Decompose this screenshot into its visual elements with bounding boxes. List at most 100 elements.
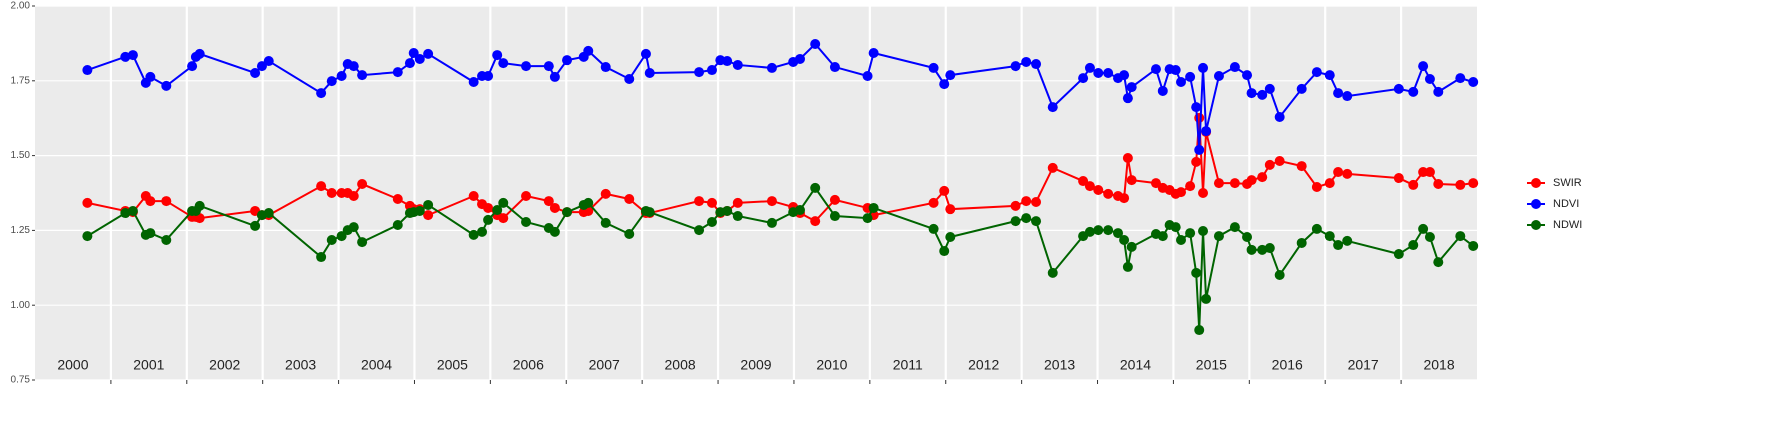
data-point [1333,240,1344,251]
data-point [1257,244,1268,255]
data-point [1408,240,1419,251]
data-point [392,193,403,204]
data-point [600,217,611,228]
x-tick-label: 2014 [1120,357,1151,373]
data-point [187,61,198,72]
data-point [644,68,655,79]
data-point [1031,196,1042,207]
data-point [1264,243,1275,254]
data-point [1176,76,1187,87]
legend-label: SWIR [1553,177,1582,189]
data-point [1150,64,1161,75]
data-point [1010,200,1021,211]
legend-label: NDVI [1553,198,1579,210]
x-tick-label: 2012 [968,357,999,373]
data-point [1084,62,1095,73]
x-tick-label: 2005 [437,357,468,373]
data-point [1324,231,1335,242]
data-point [1126,241,1137,252]
data-point [1191,102,1202,113]
data-point [161,234,172,245]
data-point [722,205,733,216]
data-point [1093,68,1104,79]
data-point [1213,231,1224,242]
data-point [549,226,560,237]
data-point [1418,61,1429,72]
x-tick-label: 2010 [816,357,847,373]
data-point [939,79,950,90]
data-point [1198,188,1209,198]
x-tick-label: 2015 [1196,357,1227,373]
data-point [1021,213,1032,224]
data-point [145,228,156,239]
data-point [562,55,573,66]
y-tick-label: 1.00 [11,300,31,311]
data-point [82,197,93,208]
x-tick-label: 2017 [1348,357,1379,373]
data-point [357,179,368,190]
data-point [1264,159,1275,170]
data-point [1311,223,1322,234]
data-point [706,217,717,228]
data-point [82,231,93,242]
data-point [1242,231,1253,242]
data-point [1424,74,1435,85]
data-point [829,211,840,222]
data-point [145,71,156,82]
data-point [732,197,743,208]
data-point [549,71,560,82]
data-point [640,48,651,59]
legend-key [1531,178,1541,188]
data-point [722,56,733,67]
data-point [862,213,873,224]
data-point [1333,167,1344,178]
x-tick-label: 2018 [1423,357,1454,373]
data-point [939,246,950,257]
data-point [521,190,532,201]
data-point [357,237,368,248]
data-point [1119,234,1130,245]
data-point [1185,181,1196,192]
x-tick-label: 2003 [285,357,316,373]
data-point [1408,86,1419,97]
data-point [939,185,950,196]
data-point [1194,325,1205,336]
data-point [1393,83,1404,94]
data-point [1047,102,1058,113]
data-point [928,62,939,73]
data-point [1176,187,1187,198]
data-point [468,76,479,87]
data-point [316,88,327,99]
data-point [1424,231,1435,242]
data-point [414,205,425,216]
data-point [624,74,635,85]
data-point [194,48,205,59]
data-point [1126,175,1137,186]
data-point [483,202,494,213]
data-point [1213,71,1224,82]
data-point [468,190,479,201]
x-tick-label: 2004 [361,357,392,373]
data-point [795,205,806,216]
data-point [766,62,777,73]
y-tick-label: 2.00 [11,1,31,12]
data-point [1201,126,1212,137]
x-tick-label: 2008 [665,357,696,373]
x-tick-label: 2002 [209,357,240,373]
data-point [795,53,806,64]
data-point [1122,93,1133,104]
data-point [1311,67,1322,78]
data-point [1408,179,1419,190]
data-point [829,62,840,73]
data-point [483,214,494,225]
data-point [583,45,594,56]
data-point [1455,231,1466,242]
data-point [1093,225,1104,236]
data-point [1021,196,1032,207]
data-point [1257,89,1268,100]
data-point [468,229,479,240]
data-point [1031,216,1042,227]
data-point [1170,65,1181,76]
data-point [414,53,425,64]
data-point [1078,176,1089,187]
